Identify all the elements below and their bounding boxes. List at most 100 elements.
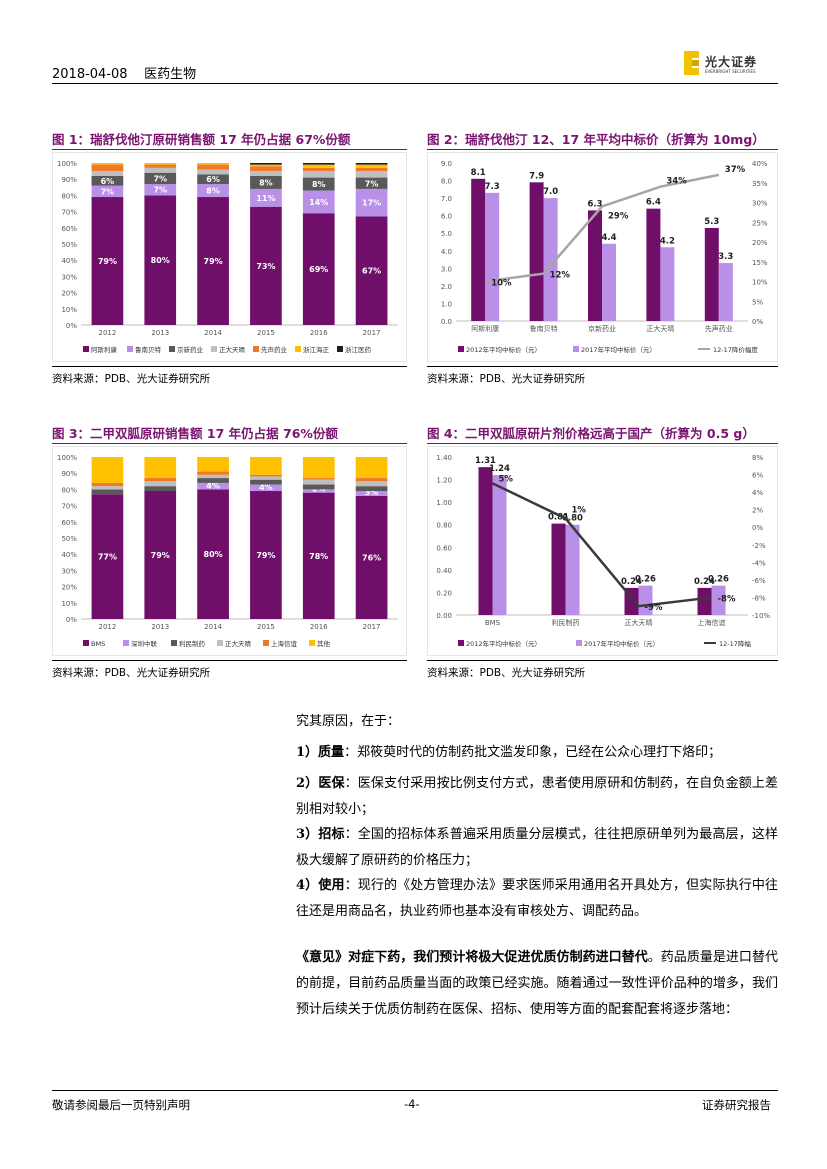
chart-1-legend-marker	[253, 346, 259, 352]
chart-2-bar-label: 4.2	[660, 236, 675, 246]
chart-1-bar-segment	[197, 169, 229, 175]
chart-1-legend-label: 先声药业	[261, 345, 288, 354]
chart-2-y2-tick-label: 25%	[752, 219, 768, 227]
chart-3-bar-segment	[144, 478, 177, 482]
chart-1-bar-segment	[144, 172, 177, 185]
chart-4-y2-tick-label: 8%	[752, 454, 763, 462]
chart-1-legend-label: 浙江海正	[303, 345, 330, 354]
body-point-2: 2）医保：医保支付采用按比例支付方式，患者使用原研和仿制药，在自负金额上差别相对…	[296, 771, 778, 823]
chart-1-y-tick-label: 90%	[61, 176, 77, 184]
chart-2: 0.0 1.0 2.0 3.0 4.0 5.0 6.0 7.0 8.0 9.0 0% 5% 10% 15%…	[427, 152, 778, 362]
chart-1-x-tick-label: 2014	[204, 329, 222, 337]
chart-2-bar	[704, 227, 719, 321]
chart-4-y2-tick-label: 0%	[752, 524, 763, 532]
point-4-text: ：现行的《处方管理办法》要求医师采用通用名开具处方，但实际执行中往往还是用商品名…	[296, 878, 778, 919]
point-1-number: 1）	[296, 745, 319, 760]
figure-2-title-rule	[427, 149, 778, 150]
chart-3-x-tick-label: 2016	[310, 623, 328, 631]
chart-2-x-tick-label: 鲁南贝特	[530, 324, 558, 333]
body-point-3: 3）招标：全国的招标体系普遍采用质量分层模式，往往把原研单列为最高层，这样极大缓…	[296, 822, 778, 874]
figure-1-title-rule	[52, 149, 407, 150]
chart-4-x-tick-label: 正大天晴	[625, 618, 653, 627]
chart-1-legend-marker	[83, 346, 89, 352]
chart-1-y-tick-label: 100%	[57, 160, 77, 168]
chart-3-bar-segment	[197, 478, 229, 483]
chart-3-bar-segment	[355, 478, 388, 482]
chart-2-bar-label: 8.1	[471, 168, 486, 178]
chart-2-y-tick-label: 9.0	[441, 160, 452, 168]
chart-1-y-tick-label: 40%	[61, 257, 77, 265]
chart-1-bar-segment	[302, 177, 335, 191]
chart-4-bar	[638, 585, 653, 615]
chart-3-legend-marker	[263, 640, 269, 646]
chart-3-data-label: 4%	[259, 483, 273, 492]
figure-2-source-rule	[427, 366, 778, 367]
chart-2-legend-label: 2012年平均中标价（元）	[466, 345, 541, 354]
chart-3-legend-marker	[123, 640, 129, 646]
body-intro: 究其原因，在于：	[296, 714, 401, 729]
point-1-text: ：郑筱萸时代的仿制药批文滥发印象，已经在公众心理打下烙印；	[344, 745, 722, 760]
chart-2-bar-label: 6.4	[646, 198, 661, 208]
chart-1-bar-segment	[250, 163, 282, 165]
chart-1-data-label: 8%	[259, 178, 273, 187]
chart-3-y-tick-label: 60%	[61, 519, 77, 527]
chart-4-y-tick-label: 0.00	[436, 612, 452, 620]
chart-2-y-tick-label: 2.0	[441, 283, 452, 291]
chart-2-bar	[485, 192, 500, 321]
page-number: -4-	[404, 1097, 420, 1111]
chart-2-y2-tick-label: 15%	[752, 259, 768, 267]
chart-1-y-tick-label: 70%	[61, 209, 77, 217]
figure-4-source: 资料来源：PDB、光大证券研究所	[427, 667, 586, 679]
chart-1-data-label: 79%	[98, 257, 117, 266]
chart-3-bar-segment	[302, 492, 335, 619]
chart-1-legend-marker	[295, 346, 301, 352]
chart-1-data-label: 17%	[362, 199, 381, 208]
chart-4-bar	[565, 524, 580, 615]
chart-3-legend-marker	[171, 640, 177, 646]
chart-4: 0.00 0.20 0.40 0.60 0.80 1.00 1.20 1.40 -10% -8% -…	[427, 446, 778, 656]
chart-2-svg: 0.0 1.0 2.0 3.0 4.0 5.0 6.0 7.0 8.0 9.0 0% 5% 10% 15%…	[441, 160, 768, 354]
chart-2-line-label: 37%	[725, 165, 746, 175]
chart-1-data-label: 80%	[151, 256, 170, 265]
chart-2-legend-marker	[458, 346, 464, 352]
chart-2-bar	[543, 198, 558, 321]
chart-4-bar	[492, 475, 507, 615]
chart-1-bar-segment	[197, 163, 229, 165]
chart-3-svg: 0% 10% 20% 30% 40% 50% 60% 70% 80% 90% 100% 2012 77%…	[57, 454, 398, 648]
chart-1-data-label: 7%	[365, 179, 379, 188]
chart-2-x-tick-label: 先声药业	[705, 324, 733, 333]
chart-3-legend-label: 上海信谊	[271, 639, 298, 648]
chart-3-data-label: 3%	[365, 488, 379, 497]
chart-4-y-tick-label: 0.20	[436, 589, 452, 597]
chart-3-bar-segment	[91, 482, 124, 487]
chart-4-y2-tick-label: 2%	[752, 507, 763, 515]
chart-2-legend-marker	[573, 346, 579, 352]
chart-3-bar-segment	[144, 486, 177, 492]
chart-4-line-label: -9%	[645, 603, 663, 613]
point-3-text: ：全国的招标体系普遍采用质量分层模式，往往把原研单列为最高层，这样极大缓解了原研…	[296, 827, 778, 868]
chart-2-line-label: 29%	[608, 211, 629, 221]
chart-3-bar-segment	[144, 491, 177, 619]
chart-2-x-tick-label: 京新药业	[588, 324, 616, 333]
chart-1-bar-segment	[91, 171, 124, 176]
chart-1-data-label: 7%	[153, 186, 167, 195]
chart-4-y-tick-label: 1.40	[436, 454, 452, 462]
chart-1-bar-segment	[355, 188, 388, 217]
chart-1-bar-segment	[144, 164, 177, 168]
chart-3-bar-segment	[355, 495, 388, 619]
chart-1-bar-segment	[250, 188, 282, 207]
chart-3-bar-segment	[250, 457, 282, 475]
logo-mark-icon	[684, 51, 699, 75]
chart-3-bar-segment	[197, 457, 229, 472]
chart-3-legend-label: 其他	[317, 639, 331, 648]
chart-3-bar-segment	[197, 482, 229, 490]
figure-1-title: 图 1：瑞舒伐他汀原研销售额 17 年仍占据 67%份额	[52, 132, 351, 147]
chart-1: 0% 10% 20% 30% 40% 50% 60% 70% 80% 90% 100% 2012 79%…	[52, 152, 407, 362]
chart-2-line-label: 12%	[550, 271, 571, 281]
chart-1-bar-segment	[355, 177, 388, 189]
chart-4-bar-label: 1.24	[489, 464, 510, 474]
figure-1-source: 资料来源：PDB、光大证券研究所	[52, 373, 211, 385]
chart-3-legend-label: 利民制药	[179, 639, 206, 648]
chart-3-y-tick-label: 20%	[61, 584, 77, 592]
chart-3-bar-segment	[250, 474, 282, 477]
